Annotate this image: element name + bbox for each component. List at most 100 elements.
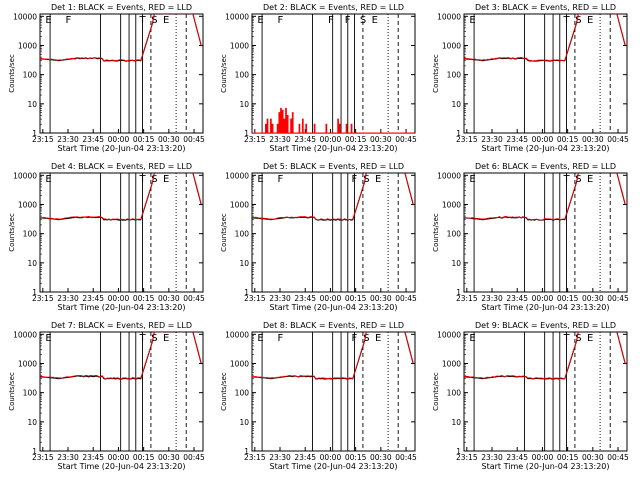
marker-letter: E	[163, 333, 169, 344]
y-tick-label: 1000	[230, 359, 249, 368]
x-tick-label: 23:15	[244, 135, 266, 144]
series-lld-line	[252, 173, 414, 221]
panel-title: Det 7: BLACK = Events, RED = LLD	[51, 321, 192, 330]
y-tick-label: 10000	[13, 12, 37, 21]
marker-letter: E	[163, 15, 169, 26]
plot-frame	[463, 172, 628, 293]
marker-letter: E	[163, 174, 169, 185]
marker-letter: T	[138, 174, 146, 185]
marker-letter: E	[375, 333, 381, 344]
marker-letter: T	[562, 15, 570, 26]
x-tick-label: 23:15	[244, 453, 266, 462]
x-tick-label: 00:00	[108, 453, 130, 462]
x-tick-label: 00:00	[108, 294, 130, 303]
y-tick-label: 10	[27, 418, 37, 427]
marker-letter: F	[351, 333, 357, 344]
plot-frame	[251, 331, 416, 452]
marker-letter: E	[587, 15, 593, 26]
y-tick-label: 1000	[18, 200, 37, 209]
y-tick-label: 100	[447, 389, 462, 398]
y-tick-label: 10	[27, 100, 37, 109]
y-axis-label: Counts/sec	[432, 54, 440, 93]
x-tick-label: 23:15	[456, 294, 478, 303]
x-tick-label: 00:45	[607, 294, 629, 303]
y-tick-label: 10	[451, 100, 461, 109]
x-tick-label: 00:15	[557, 135, 579, 144]
x-tick-label: 23:30	[57, 453, 79, 462]
x-tick-label: 00:45	[395, 453, 417, 462]
plot-frame	[463, 331, 628, 452]
y-tick-label: 10	[451, 259, 461, 268]
x-tick-label: 23:15	[244, 294, 266, 303]
x-tick-label: 00:45	[183, 453, 205, 462]
y-axis-label: Counts/sec	[220, 213, 228, 252]
x-tick-label: 23:45	[506, 135, 528, 144]
marker-letter: E	[469, 174, 475, 185]
marker-letter: E	[587, 333, 593, 344]
panel-title: Det 5: BLACK = Events, RED = LLD	[263, 162, 404, 171]
x-tick-label: 23:15	[32, 135, 54, 144]
x-tick-label: 23:30	[269, 135, 291, 144]
marker-letter: S	[575, 15, 581, 26]
y-tick-label: 10000	[437, 330, 461, 339]
y-tick-label: 10000	[225, 171, 249, 180]
x-tick-label: 23:45	[82, 453, 104, 462]
x-axis-label: Start Time (20-Jun-04 23:13:20)	[58, 462, 186, 471]
x-tick-label: 00:00	[320, 294, 342, 303]
series-lld-line	[464, 332, 626, 380]
series-events-line	[252, 173, 414, 221]
y-tick-label: 10000	[225, 330, 249, 339]
panel-title: Det 4: BLACK = Events, RED = LLD	[51, 162, 192, 171]
y-tick-label: 100	[23, 71, 38, 80]
x-axis-label: Start Time (20-Jun-04 23:13:20)	[482, 144, 610, 153]
y-tick-label: 100	[235, 389, 250, 398]
series-lld-line	[464, 14, 626, 62]
x-tick-label: 00:15	[133, 135, 155, 144]
y-axis-label: Counts/sec	[432, 213, 440, 252]
x-tick-label: 00:30	[370, 135, 392, 144]
x-axis-label: Start Time (20-Jun-04 23:13:20)	[482, 462, 610, 471]
panel-det-7: Det 7: BLACK = Events, RED = LLD 1 10 100 10…	[8, 321, 205, 471]
y-tick-label: 100	[23, 230, 38, 239]
series-lld-line	[40, 14, 202, 62]
marker-letter: F	[328, 15, 334, 26]
x-tick-label: 23:45	[82, 135, 104, 144]
x-tick-label: 23:30	[57, 294, 79, 303]
y-tick-label: 1000	[230, 200, 249, 209]
y-tick-label: 1	[456, 447, 461, 456]
panel-det-5: Det 5: BLACK = Events, RED = LLD 1 10 100 10…	[220, 162, 417, 312]
series-events-line	[464, 173, 626, 221]
marker-letter: E	[257, 333, 263, 344]
marker-letter: S	[575, 174, 581, 185]
series-lld-line	[252, 107, 415, 133]
y-tick-label: 1000	[442, 200, 461, 209]
x-tick-label: 23:15	[32, 294, 54, 303]
y-axis-label: Counts/sec	[220, 372, 228, 411]
x-axis-label: Start Time (20-Jun-04 23:13:20)	[270, 144, 398, 153]
y-tick-label: 10000	[437, 12, 461, 21]
plot-frame	[39, 172, 204, 293]
x-tick-label: 00:45	[607, 135, 629, 144]
x-tick-label: 00:30	[582, 453, 604, 462]
plot-frame	[463, 13, 628, 134]
marker-letter: S	[575, 333, 581, 344]
x-tick-label: 23:45	[506, 453, 528, 462]
x-tick-label: 23:30	[481, 294, 503, 303]
y-tick-label: 100	[235, 230, 250, 239]
marker-letter: S	[360, 15, 366, 26]
marker-letter: E	[372, 15, 378, 26]
y-tick-label: 1	[32, 129, 37, 138]
x-tick-label: 23:45	[294, 453, 316, 462]
x-tick-label: 00:30	[158, 453, 180, 462]
panel-title: Det 3: BLACK = Events, RED = LLD	[475, 3, 616, 12]
y-tick-label: 10000	[13, 171, 37, 180]
y-tick-label: 10000	[13, 330, 37, 339]
marker-letter: E	[587, 174, 593, 185]
x-tick-label: 00:30	[370, 294, 392, 303]
y-axis-label: Counts/sec	[8, 213, 16, 252]
x-tick-label: 00:00	[532, 135, 554, 144]
panel-det-9: Det 9: BLACK = Events, RED = LLD 1 10 100 10…	[432, 321, 629, 471]
series-events-line	[40, 14, 202, 62]
y-tick-label: 1	[32, 447, 37, 456]
